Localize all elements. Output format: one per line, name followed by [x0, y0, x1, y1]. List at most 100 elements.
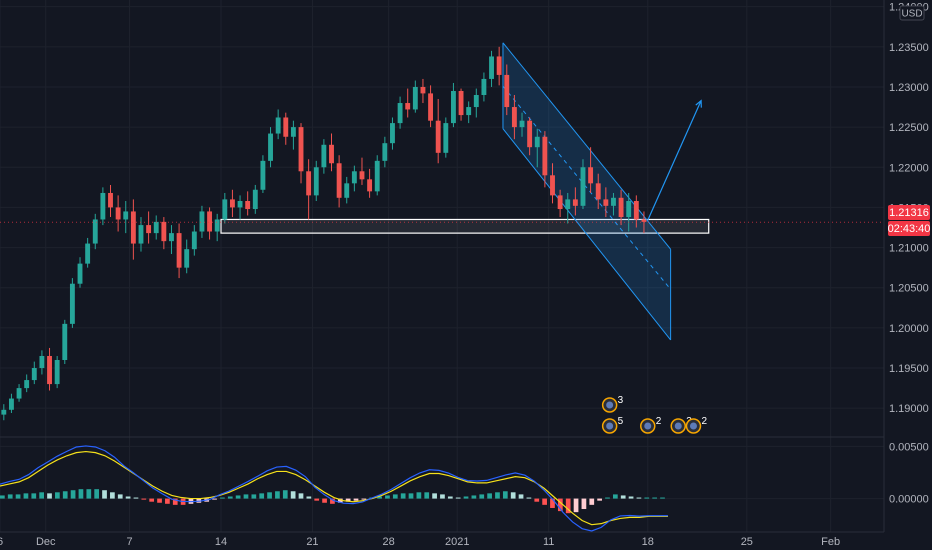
- macd-histogram-bar: [644, 497, 650, 499]
- macd-histogram-bar: [235, 495, 241, 499]
- macd-histogram-bar: [408, 493, 414, 499]
- candle-body: [229, 199, 235, 208]
- candle-body: [108, 192, 113, 208]
- macd-histogram-bar: [298, 493, 304, 499]
- time-axis[interactable]: [0, 532, 884, 550]
- candle-body: [329, 144, 334, 164]
- macd-histogram-bar: [0, 495, 5, 499]
- flag-emblem: [606, 401, 614, 409]
- candle-body: [473, 94, 479, 108]
- time-tick-label: 25: [741, 536, 753, 548]
- candle-body: [382, 143, 388, 161]
- macd-histogram-bar: [636, 497, 642, 499]
- macd-histogram-bar: [479, 494, 485, 499]
- macd-histogram-bar: [361, 498, 367, 500]
- candle-body: [92, 219, 98, 244]
- macd-histogram-bar: [86, 489, 92, 499]
- candle-body: [572, 199, 578, 206]
- event-badges[interactable]: 35232: [601, 395, 708, 434]
- price-tick-label: 1.23500: [889, 42, 929, 54]
- candle-body: [519, 120, 525, 128]
- candle-body: [252, 189, 258, 210]
- support-zone[interactable]: [220, 218, 710, 234]
- candle-body: [313, 167, 319, 196]
- macd-histogram-bar: [620, 495, 626, 499]
- macd-histogram-bar: [7, 494, 13, 499]
- candle-body: [412, 86, 418, 110]
- macd-histogram-bar: [565, 498, 571, 514]
- time-tick-label: 2021: [445, 536, 469, 548]
- price-tick-label: 1.23000: [889, 82, 929, 94]
- macd-histogram-bar: [243, 494, 249, 499]
- currency-text: USD: [901, 9, 922, 20]
- candle-body: [504, 74, 510, 108]
- time-tick-label: 6: [0, 536, 3, 548]
- macd-histogram-bar: [55, 492, 60, 499]
- candle-body: [62, 323, 68, 361]
- price-tick-label: 1.19500: [889, 363, 929, 375]
- channel-upper-line[interactable]: [502, 42, 672, 250]
- price-tick-label: 1.22500: [889, 122, 929, 134]
- candle-body: [290, 127, 296, 137]
- candle-body: [245, 200, 251, 210]
- macd-tick-label: 0.00000: [889, 494, 929, 506]
- macd-histogram-bar: [62, 491, 68, 499]
- candle-body: [39, 355, 45, 369]
- countdown-tag: [888, 221, 930, 236]
- price-tick-label: 1.20500: [889, 283, 929, 295]
- macd-histogram-bar: [133, 497, 139, 499]
- candles: [1, 46, 647, 421]
- candle-body: [283, 117, 289, 137]
- macd-histogram-bar: [400, 493, 406, 499]
- macd-histogram-bar: [597, 498, 602, 501]
- candle-body: [511, 107, 517, 128]
- macd-histogram-bar: [550, 498, 555, 508]
- last-price-label: 1.21316: [889, 207, 929, 219]
- candle-body: [1, 409, 7, 415]
- macd-histogram-bar: [471, 495, 477, 499]
- channel-fill: [502, 42, 671, 340]
- macd-histogram-bar: [102, 490, 107, 499]
- macd-histogram-bar: [15, 494, 21, 499]
- macd-histogram-bar: [463, 496, 469, 499]
- candle-body: [420, 86, 426, 94]
- macd-line: [0, 445, 668, 532]
- candle-body: [153, 221, 159, 234]
- macd-signal-line: [0, 450, 668, 526]
- macd-histogram-bar: [432, 493, 437, 499]
- macd-histogram-bar: [212, 498, 217, 500]
- candle-body: [611, 197, 616, 206]
- candle-body: [351, 171, 357, 184]
- currency-label[interactable]: USD: [899, 5, 925, 21]
- time-tick-label: 28: [383, 536, 395, 548]
- price-axis[interactable]: [884, 0, 932, 550]
- candle-body: [618, 197, 624, 218]
- macd-histogram-bar: [605, 497, 610, 499]
- macd-histogram-bar: [31, 493, 37, 499]
- candle-body: [397, 103, 403, 124]
- candle-body: [85, 243, 91, 264]
- trend-drawings: [0, 99, 884, 223]
- time-tick-label: Feb: [821, 536, 840, 548]
- candle-body: [374, 160, 380, 192]
- macd-histogram-bar: [581, 498, 587, 510]
- projection-arrow[interactable]: [647, 100, 702, 221]
- event-count: 3: [618, 395, 624, 406]
- macd-histogram-bar: [94, 489, 100, 499]
- time-tick-label: 18: [642, 536, 654, 548]
- candle-body: [481, 78, 487, 95]
- candle-body: [306, 171, 312, 196]
- macd-histogram-bar: [322, 498, 327, 503]
- price-tick-label: 1.22000: [889, 162, 929, 174]
- price-tick-label: 1.21000: [889, 243, 929, 255]
- macd-histogram-bar: [172, 498, 178, 505]
- candle-body: [641, 219, 647, 222]
- macd-histogram-bar: [416, 492, 422, 499]
- candle-body: [588, 167, 594, 184]
- candle-body: [161, 221, 167, 242]
- candle-body: [359, 171, 365, 180]
- candle-body: [207, 211, 213, 232]
- channel-lower-line[interactable]: [502, 128, 672, 341]
- channel-midline: [502, 85, 672, 290]
